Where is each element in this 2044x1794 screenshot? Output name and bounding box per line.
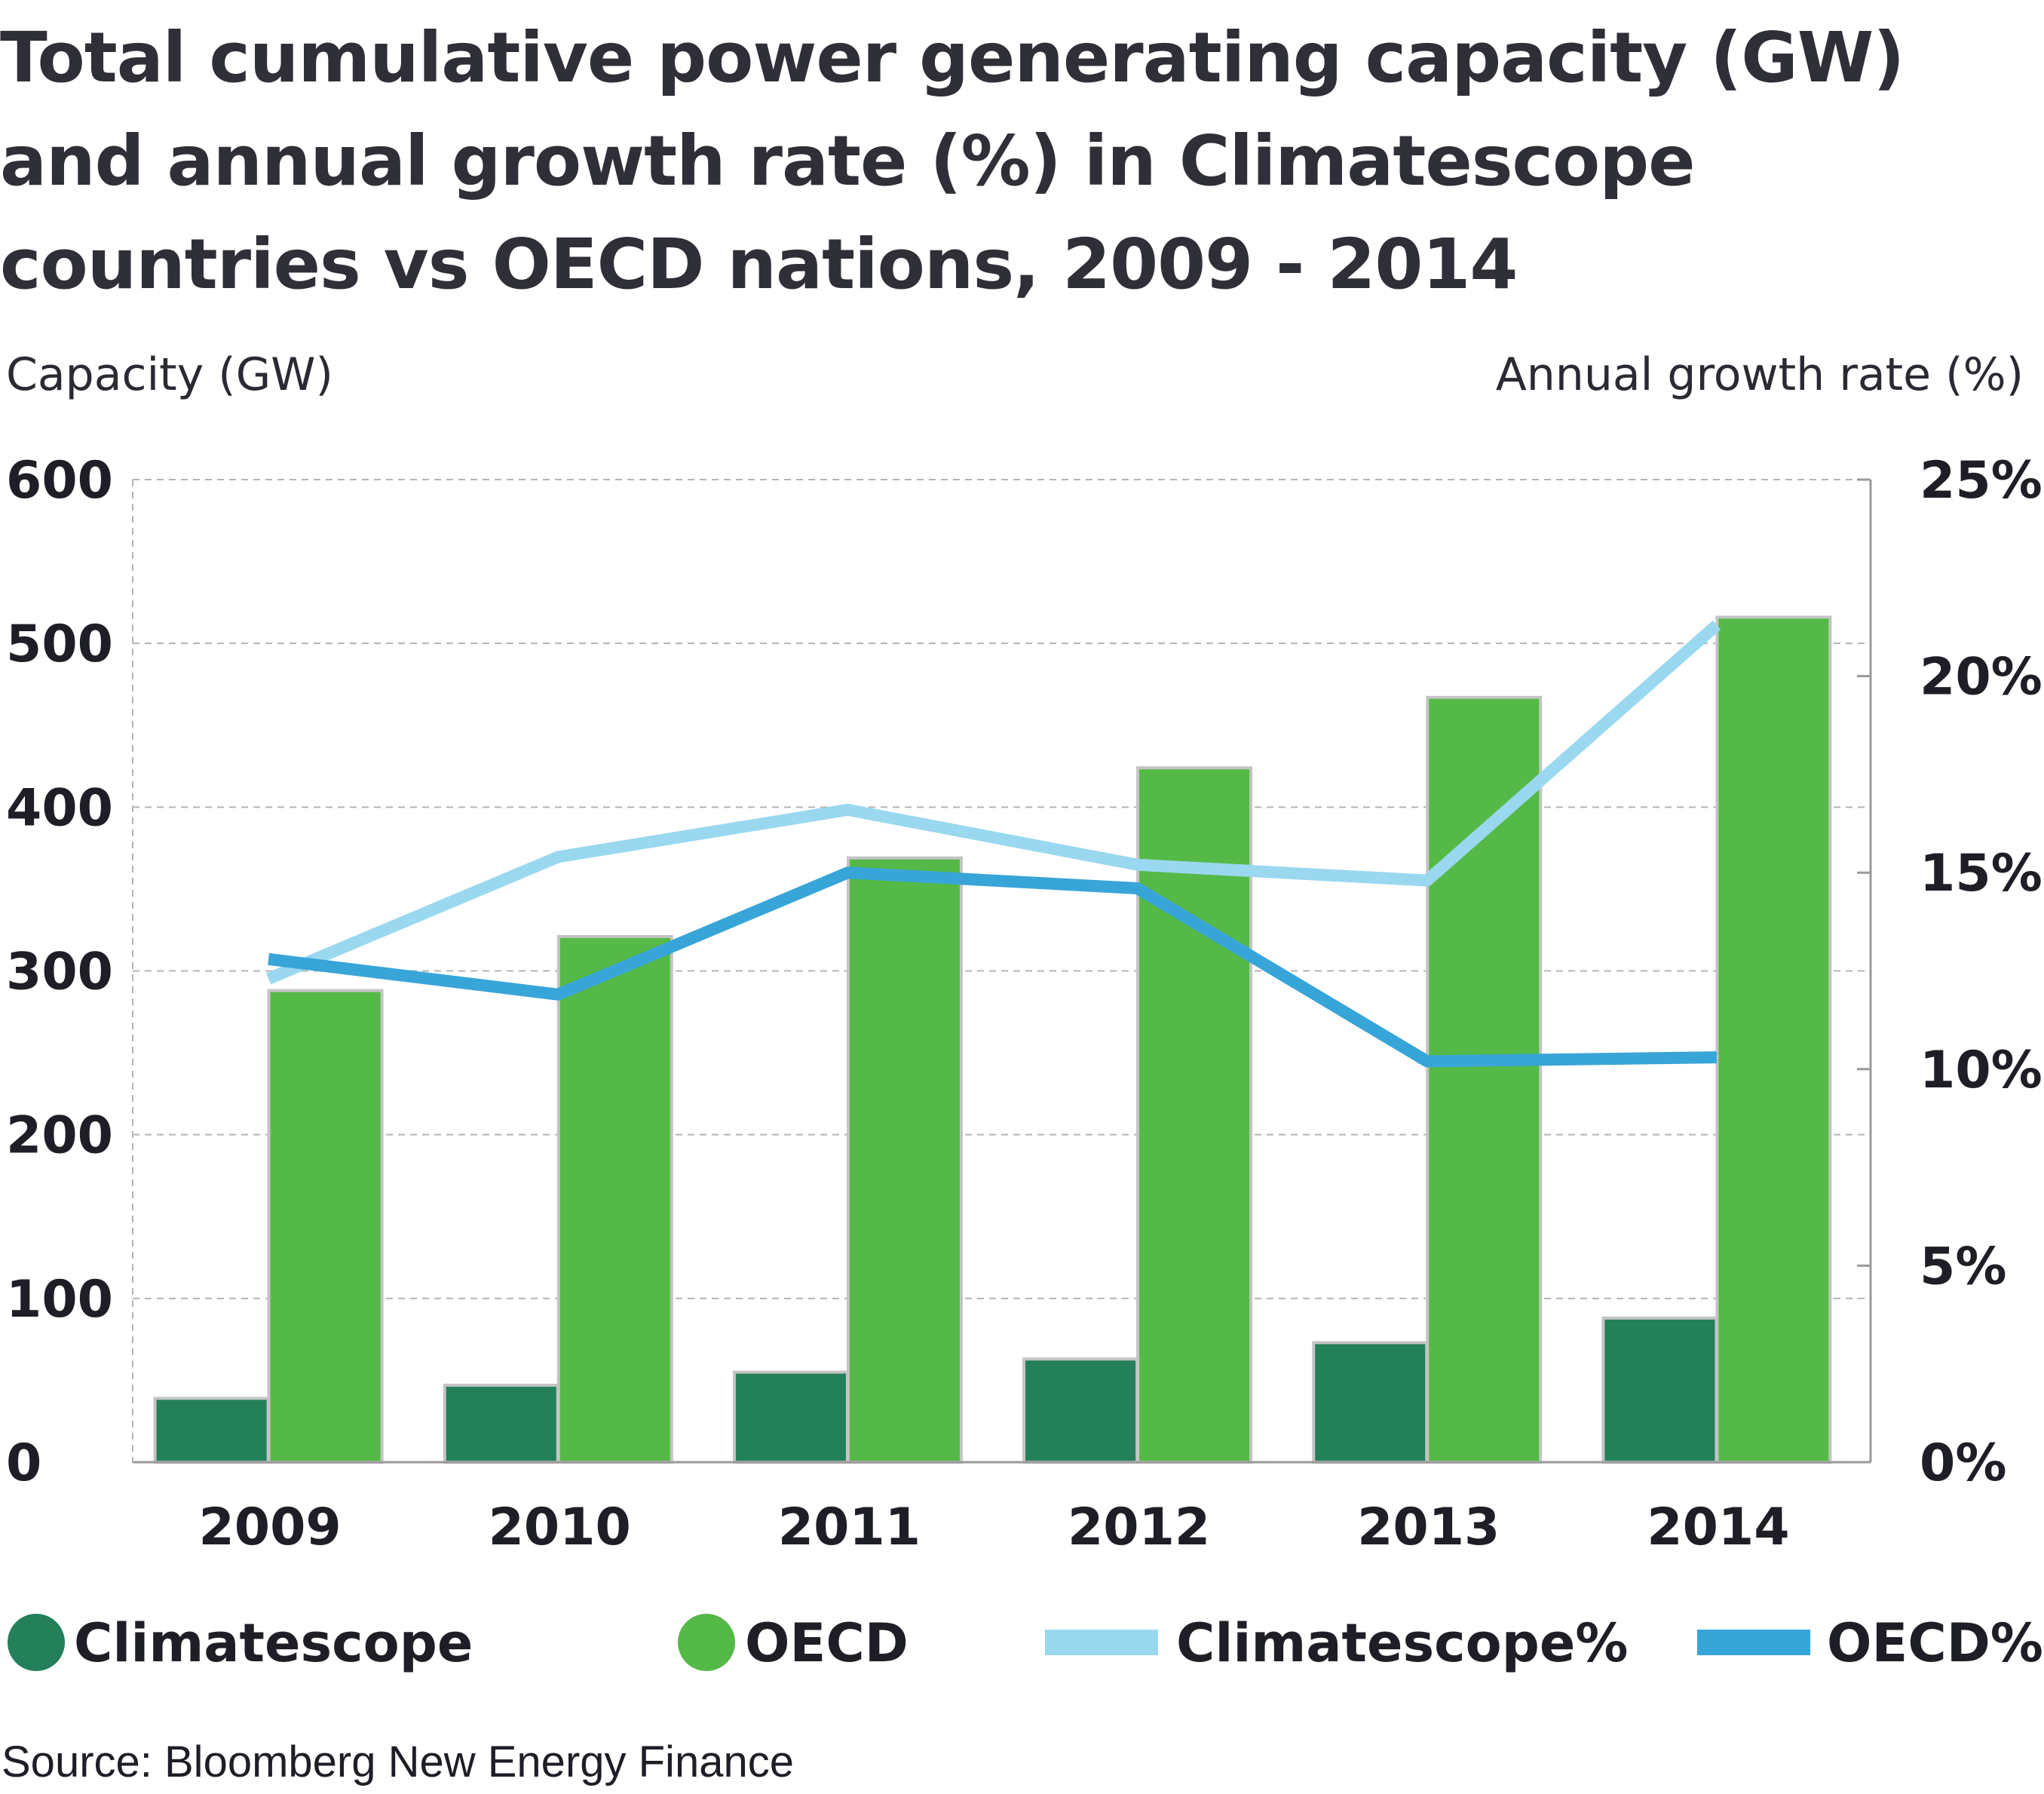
legend: Climatescope OECD Climatescope% OECD%: [8, 1612, 2043, 1674]
bar-climatescope: [1601, 1316, 1718, 1464]
bar-climatescope: [1022, 1357, 1139, 1464]
y-axis-title: Capacity (GW): [6, 348, 333, 401]
x-tick-label: 2010: [489, 1498, 631, 1557]
y-tick-label: 200: [6, 1106, 113, 1166]
y-tick-label: 0: [6, 1434, 41, 1493]
bar-oecd: [1136, 766, 1253, 1464]
line-oecd-pct: [268, 866, 1718, 1068]
bar-climatescope: [1312, 1341, 1429, 1464]
x-tick-label: 2009: [198, 1498, 341, 1557]
y2-tick-label: 15%: [1920, 844, 2042, 903]
source-note: Source: Bloomberg New Energy Finance: [2, 1737, 794, 1786]
legend-label-climatescope-pct: Climatescope%: [1176, 1612, 1628, 1674]
bar-oecd: [1426, 695, 1543, 1464]
bar-climatescope: [153, 1397, 270, 1464]
y-tick-label: 400: [6, 778, 113, 838]
legend-swatch-oecd: [678, 1614, 735, 1671]
y2-tick-label: 0%: [1920, 1434, 2006, 1493]
y2-axis-title: Annual growth rate (%): [1496, 348, 2024, 401]
bar-climatescope: [732, 1370, 849, 1464]
x-tick-label: 2012: [1068, 1498, 1210, 1557]
bar-oecd: [1715, 615, 1832, 1464]
title-line-3: countries vs OECD nations, 2009 - 2014: [0, 224, 1518, 305]
line-climatescope-pct: [265, 620, 1721, 985]
legend-swatch-climatescope-pct: [1045, 1630, 1158, 1655]
legend-label-oecd-pct: OECD%: [1827, 1612, 2043, 1674]
x-tick-label: 2011: [778, 1498, 921, 1557]
bars: [153, 615, 1832, 1464]
gridlines: [132, 479, 1871, 1462]
y2-tick-label: 5%: [1920, 1237, 2006, 1296]
y-tick-label: 600: [6, 451, 113, 511]
bar-oecd: [267, 989, 384, 1464]
x-tick-label: 2013: [1357, 1498, 1500, 1557]
title-line-1: Total cumulative power generating capaci…: [0, 17, 1905, 98]
legend-label-oecd: OECD: [745, 1612, 909, 1674]
legend-label-climatescope: Climatescope: [74, 1612, 473, 1674]
y2-tick-label: 25%: [1920, 451, 2042, 511]
y2-tick-label: 20%: [1920, 648, 2042, 707]
bar-oecd: [846, 856, 963, 1464]
y-tick-label: 100: [6, 1270, 113, 1329]
y-tick-label: 300: [6, 943, 113, 1002]
chart-title: Total cumulative power generating capaci…: [0, 6, 1960, 316]
bar-climatescope: [443, 1383, 559, 1464]
lines: [265, 620, 1721, 1068]
axes: 0 100 200 300 400 500 600 0% 5% 10% 15% 20% 25% 2009 2…: [6, 451, 2042, 1557]
legend-swatch-climatescope: [8, 1614, 65, 1671]
x-tick-label: 2014: [1647, 1498, 1789, 1557]
y-tick-label: 500: [6, 615, 113, 674]
y2-tick-label: 10%: [1920, 1041, 2042, 1100]
legend-swatch-oecd-pct: [1697, 1630, 1810, 1655]
title-line-2: and annual growth rate (%) in Climatesco…: [0, 121, 1696, 201]
bar-oecd: [556, 934, 673, 1464]
